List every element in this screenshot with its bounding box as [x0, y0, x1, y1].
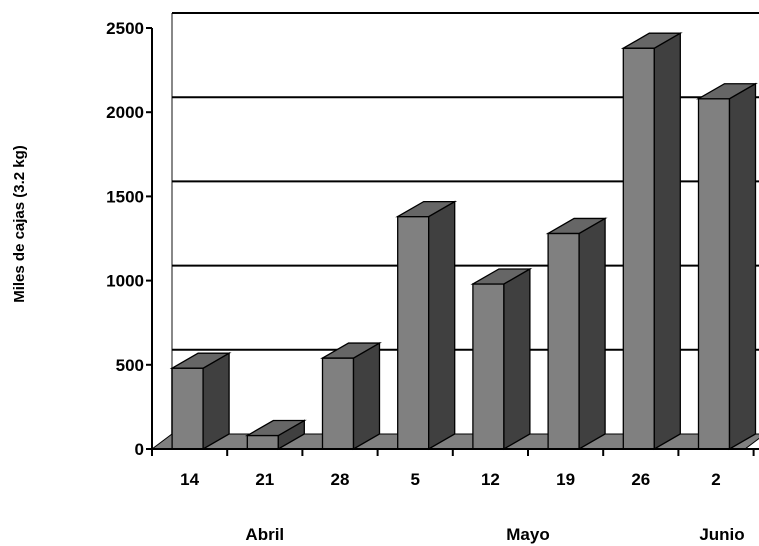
- y-tick-label: 2500: [106, 19, 144, 38]
- bar-front: [321, 357, 355, 450]
- bar-front: [246, 434, 279, 450]
- y-tick-label: 1500: [106, 187, 144, 206]
- bar-top: [470, 268, 533, 285]
- bars: [169, 32, 758, 451]
- bar: [545, 217, 608, 451]
- x-tick-labels: 14 21 28 5 12 19 26 2: [180, 470, 721, 489]
- bar-side: [728, 82, 757, 451]
- y-tick-labels: 0 500 1000 1500 2000 2500: [106, 19, 144, 459]
- bar-top: [320, 342, 382, 359]
- bar: [320, 341, 382, 451]
- bar-top: [696, 83, 758, 100]
- bar-top: [244, 419, 307, 437]
- bar: [244, 419, 307, 451]
- gridlines: [172, 12, 759, 351]
- bar-side: [578, 217, 606, 451]
- bar-top: [395, 200, 458, 218]
- bar-front: [397, 215, 430, 450]
- month-label: Junio: [699, 525, 744, 544]
- y-tick-label: 500: [116, 356, 144, 375]
- bar-top: [169, 352, 232, 369]
- bar: [696, 82, 758, 451]
- y-tick-label: 0: [135, 440, 144, 459]
- x-tick-label: 14: [180, 470, 199, 489]
- y-tick-label: 2000: [106, 103, 144, 122]
- bar-front: [697, 98, 731, 450]
- bar-side: [202, 352, 230, 451]
- x-tick-label: 28: [331, 470, 350, 489]
- x-tick-label: 19: [556, 470, 575, 489]
- bar-front: [171, 367, 204, 450]
- axes: [146, 27, 759, 456]
- y-tick-label: 1000: [106, 272, 144, 291]
- bar-top: [545, 217, 608, 235]
- x-tick-label: 26: [631, 470, 650, 489]
- bar: [395, 200, 458, 451]
- month-label: Mayo: [506, 525, 549, 544]
- bar: [620, 32, 683, 451]
- bar-front: [472, 283, 505, 450]
- x-tick-label: 21: [255, 470, 274, 489]
- bar-front: [547, 232, 580, 450]
- x-tick-label: 2: [711, 470, 720, 489]
- bar-front: [622, 47, 655, 450]
- bar-top: [620, 32, 683, 49]
- bar-side: [653, 32, 681, 451]
- month-label: Abril: [245, 525, 284, 544]
- bar-side: [352, 341, 381, 451]
- bar: [470, 267, 533, 451]
- bar-side: [503, 267, 531, 451]
- x-tick-label: 12: [481, 470, 500, 489]
- bar-side: [428, 200, 456, 451]
- month-labels: Abril Mayo Junio: [245, 525, 744, 544]
- y-axis-label: Miles de cajas (3.2 kg): [11, 145, 28, 303]
- x-tick-label: 5: [410, 470, 419, 489]
- bar: [169, 352, 232, 451]
